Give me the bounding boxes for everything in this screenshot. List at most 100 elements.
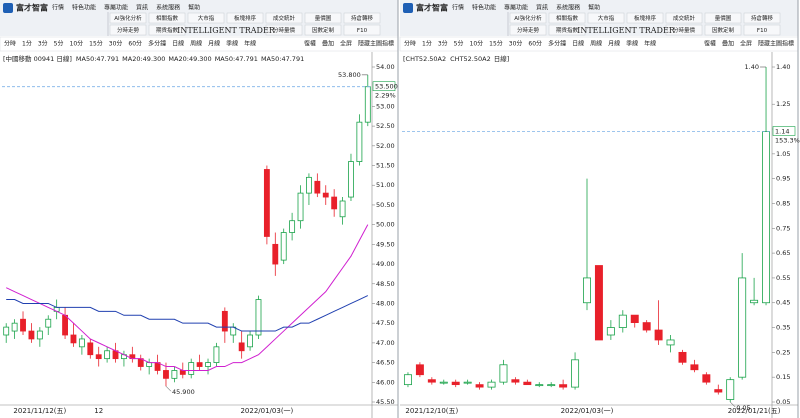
period-tab[interactable]: 30分 [109, 40, 123, 48]
toolbar-button-label[interactable]: 持倉轉移 [751, 14, 774, 22]
toolbar-button-label[interactable]: 量價圖 [315, 14, 332, 22]
tool-button[interactable]: 疊加 [322, 40, 334, 48]
period-tab[interactable]: 3分 [438, 40, 448, 48]
toolbar-button-label[interactable]: 分時量價 [273, 26, 296, 34]
period-tab[interactable]: 分時 [4, 40, 16, 48]
period-tab[interactable]: 季線 [626, 40, 638, 48]
period-tab[interactable]: 10分 [70, 40, 84, 48]
period-tab[interactable]: 年線 [644, 40, 656, 48]
menu-item[interactable]: 幫助 [188, 4, 200, 12]
toolbar-button-label[interactable]: AI強化分析 [514, 14, 542, 22]
toolbar-button[interactable] [109, 24, 147, 36]
menu-item[interactable]: 幫助 [588, 4, 600, 12]
tool-button[interactable]: 疊加 [722, 40, 734, 48]
period-tab[interactable]: 15分 [89, 40, 103, 48]
period-tab[interactable]: 日線 [172, 40, 184, 48]
toolbar-button-label[interactable]: 量價圖 [715, 14, 732, 22]
period-tab[interactable]: 60分 [128, 40, 142, 48]
period-tab[interactable]: 15分 [489, 40, 503, 48]
menu-item[interactable]: 專屬功能 [104, 4, 128, 12]
toolbar-button[interactable] [343, 24, 381, 36]
toolbar-button-label[interactable]: 板塊排序 [234, 14, 257, 22]
toolbar-button-label[interactable]: 大市指 [598, 14, 615, 22]
toolbar-button-label[interactable]: F10 [357, 28, 368, 34]
menu-item[interactable]: 行情 [52, 4, 64, 12]
period-tab[interactable]: 月線 [208, 40, 220, 48]
period-tab[interactable]: 1分 [422, 40, 432, 48]
toolbar-button-label[interactable]: 板塊排序 [634, 14, 657, 22]
period-tab[interactable]: 周線 [190, 40, 202, 48]
toolbar-button-label[interactable]: 成交統計 [673, 14, 696, 22]
toolbar-button-label[interactable]: 相關指數 [156, 14, 179, 22]
toolbar-button[interactable] [304, 24, 342, 36]
menu-item[interactable]: 特色功能 [72, 4, 96, 12]
period-tab[interactable]: 30分 [509, 40, 523, 48]
period-tab[interactable]: 周線 [590, 40, 602, 48]
menu-item[interactable]: 資訊 [136, 4, 148, 12]
period-tab[interactable]: 1分 [22, 40, 32, 48]
period-tab[interactable]: 月線 [608, 40, 620, 48]
toolbar-button[interactable] [187, 12, 225, 24]
toolbar-button[interactable] [548, 12, 586, 24]
tool-button[interactable]: 復權 [304, 40, 316, 48]
toolbar-button[interactable] [665, 12, 703, 24]
period-tab[interactable]: 5分 [454, 40, 464, 48]
toolbar-button-label[interactable]: 因數定制 [712, 26, 735, 34]
period-tab[interactable]: 3分 [38, 40, 48, 48]
period-tab[interactable]: 季線 [226, 40, 238, 48]
tool-button[interactable]: 復權 [704, 40, 716, 48]
last-price: 1.14 [775, 128, 789, 136]
menu-item[interactable]: 系統服務 [156, 4, 180, 12]
candle-body [511, 379, 520, 383]
period-tab[interactable]: 分時 [404, 40, 416, 48]
toolbar-button[interactable] [665, 24, 703, 36]
period-tab[interactable]: 多分鐘 [148, 40, 166, 48]
toolbar-button-label[interactable]: 持倉轉移 [351, 14, 374, 22]
menu-item[interactable]: 資訊 [536, 4, 548, 12]
toolbar-button-label[interactable]: 期貨指數 [556, 26, 579, 34]
tool-button[interactable]: 全屏 [340, 40, 352, 48]
menu-item[interactable]: 專屬功能 [504, 4, 528, 12]
y-tick-label: 0.75 [776, 224, 790, 232]
toolbar-button-label[interactable]: 成交統計 [273, 14, 296, 22]
toolbar-button[interactable] [265, 12, 303, 24]
toolbar-button[interactable] [587, 12, 625, 24]
toolbar-button-label[interactable]: 相關指數 [556, 14, 579, 22]
toolbar-button[interactable] [148, 24, 186, 36]
toolbar-button-label[interactable]: 分時走勢 [117, 26, 140, 34]
menu-item[interactable]: 特色功能 [472, 4, 496, 12]
period-tab[interactable]: 10分 [470, 40, 484, 48]
toolbar-button-label[interactable]: 大市指 [198, 14, 215, 22]
toolbar-button[interactable] [743, 24, 781, 36]
tool-button[interactable]: 隱藏主圖指標 [358, 40, 394, 48]
toolbar-button[interactable] [109, 12, 147, 24]
toolbar-button[interactable] [626, 12, 664, 24]
toolbar-button[interactable] [343, 12, 381, 24]
toolbar-button[interactable] [509, 12, 547, 24]
menu-item[interactable]: 系統服務 [556, 4, 580, 12]
toolbar-button[interactable] [509, 24, 547, 36]
toolbar-button[interactable] [265, 24, 303, 36]
period-tab[interactable]: 多分鐘 [548, 40, 566, 48]
toolbar-button[interactable] [704, 12, 742, 24]
last-price-box [772, 126, 796, 136]
toolbar-button[interactable] [304, 12, 342, 24]
toolbar-button-label[interactable]: 分時量價 [673, 26, 696, 34]
period-tab[interactable]: 60分 [528, 40, 542, 48]
toolbar-button[interactable] [704, 24, 742, 36]
tool-button[interactable]: 全屏 [740, 40, 752, 48]
toolbar-button-label[interactable]: 因數定制 [312, 26, 335, 34]
menu-item[interactable]: 行情 [452, 4, 464, 12]
period-tab[interactable]: 年線 [244, 40, 256, 48]
period-tab[interactable]: 5分 [54, 40, 64, 48]
toolbar-button[interactable] [148, 12, 186, 24]
toolbar-button-label[interactable]: 分時走勢 [517, 26, 540, 34]
toolbar-button-label[interactable]: AI強化分析 [114, 14, 142, 22]
toolbar-button[interactable] [548, 24, 586, 36]
toolbar-button-label[interactable]: F10 [757, 28, 768, 34]
tool-button[interactable]: 隱藏主圖指標 [758, 40, 794, 48]
toolbar-button[interactable] [226, 12, 264, 24]
toolbar-button-label[interactable]: 期貨指數 [156, 26, 179, 34]
toolbar-button[interactable] [743, 12, 781, 24]
period-tab[interactable]: 日線 [572, 40, 584, 48]
